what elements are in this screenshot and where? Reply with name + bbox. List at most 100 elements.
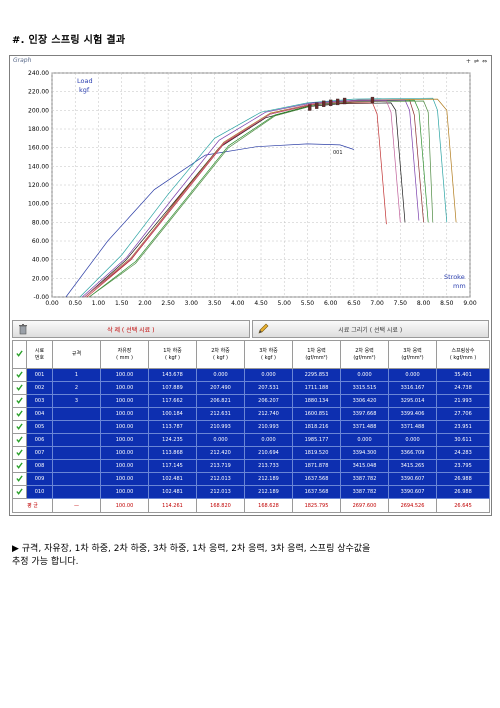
table-cell: 107.889 (148, 381, 197, 395)
table-cell: 002 (26, 381, 53, 395)
average-cell: 2697.600 (340, 498, 389, 513)
average-cell: — (52, 498, 101, 513)
table-cell: 100.00 (100, 407, 149, 421)
y-tick-label: 220.00 (28, 89, 49, 96)
delete-selected-button[interactable]: 삭 제 ( 선택 시료 ) (12, 320, 250, 338)
table-cell: 206.821 (196, 394, 245, 408)
table-row[interactable]: 001 1 100.00 143.678 0.000 0.000 2295.853 0.000… (12, 368, 490, 382)
header-load-3: 3차 하중 ( kgf ) (244, 340, 293, 369)
table-cell: 1818.216 (292, 420, 341, 434)
check-icon (16, 422, 23, 430)
average-cell: 1825.795 (292, 498, 341, 513)
table-cell: 102.481 (148, 485, 197, 499)
row-select-check[interactable] (12, 368, 27, 382)
table-cell: 3387.782 (340, 485, 389, 499)
table-cell: 005 (26, 420, 53, 434)
row-select-check[interactable] (12, 381, 27, 395)
x-tick-label: 3.50 (208, 300, 222, 307)
table-cell: 0.000 (244, 433, 293, 447)
check-icon (16, 487, 23, 495)
row-select-check[interactable] (12, 459, 27, 473)
row-select-check[interactable] (12, 485, 27, 499)
table-cell: 2 (52, 381, 101, 395)
table-cell: 30.611 (436, 433, 490, 447)
y-tick-label: 240.00 (28, 70, 49, 77)
table-cell: 212.420 (196, 446, 245, 460)
draw-selected-button[interactable]: 시료 그리기 ( 선택 시료 ) (251, 320, 489, 338)
x-tick-label: 6.00 (324, 300, 338, 307)
load-stroke-chart: 240.00 220.00 200.00 180.00 160.00 140.00 120.… (28, 70, 477, 307)
zoom-in-icon[interactable]: + (465, 58, 471, 65)
fit-icon[interactable]: ⇔ (481, 58, 487, 65)
data-point-marker (308, 104, 312, 111)
y-axis-unit-label: Load (77, 77, 93, 85)
table-cell: 3295.014 (388, 394, 437, 408)
table-cell: 3371.488 (388, 420, 437, 434)
table-cell: 210.694 (244, 446, 293, 460)
header-spec: 규격 (52, 340, 101, 369)
select-all-check[interactable] (12, 340, 27, 369)
x-tick-label: 5.00 (278, 300, 292, 307)
table-cell: 27.706 (436, 407, 490, 421)
table-cell: 100.00 (100, 459, 149, 473)
y-tick-label: 60.00 (32, 238, 49, 245)
table-cell (52, 446, 101, 460)
graph-area: 240.00 220.00 200.00 180.00 160.00 140.00 120.… (10, 56, 491, 318)
table-cell: 3306.420 (340, 394, 389, 408)
table-row[interactable]: 010 100.00 102.481 212.013 212.189 1637.568 33… (12, 485, 490, 499)
table-cell: 0.000 (196, 368, 245, 382)
table-cell: 21.993 (436, 394, 490, 408)
table-row[interactable]: 005 100.00 113.787 210.993 210.993 1818.216 33… (12, 420, 490, 434)
row-select-check[interactable] (12, 472, 27, 486)
series-marker-label: 001 (333, 150, 343, 156)
table-row[interactable]: 009 100.00 102.481 212.013 212.189 1637.568 33… (12, 472, 490, 486)
table-cell: 0.000 (388, 433, 437, 447)
row-select-check[interactable] (12, 433, 27, 447)
table-cell: 3390.607 (388, 485, 437, 499)
table-cell: 1871.878 (292, 459, 341, 473)
action-bar: 삭 제 ( 선택 시료 ) 시료 그리기 ( 선택 시료 ) (12, 320, 489, 338)
table-cell: 008 (26, 459, 53, 473)
row-select-check[interactable] (12, 420, 27, 434)
row-select-check[interactable] (12, 394, 27, 408)
table-cell: 100.00 (100, 446, 149, 460)
summary-note: ▶ 규격, 자유장, 1차 하중, 2차 하중, 3차 하중, 1차 응력, 2… (12, 543, 482, 569)
header-spring-constant: 스프링상수 ( kgf/mm ) (436, 340, 490, 369)
table-row[interactable]: 008 100.00 117.145 213.719 213.733 1871.878 34… (12, 459, 490, 473)
y-tick-label: 80.00 (32, 219, 49, 226)
trash-icon (19, 324, 27, 335)
x-tick-label: 5.50 (301, 300, 315, 307)
results-table: 시료 번호 규격 자유장 ( mm ) 1차 하중 ( kgf ) 2차 하중 … (12, 340, 490, 513)
table-cell: 26.988 (436, 485, 490, 499)
table-row[interactable]: 007 100.00 113.868 212.420 210.694 1819.520 33… (12, 446, 490, 460)
header-load-1: 1차 하중 ( kgf ) (148, 340, 197, 369)
delete-button-label: 삭 제 ( 선택 시료 ) (107, 326, 155, 334)
row-select-check[interactable] (12, 446, 27, 460)
table-cell: 100.184 (148, 407, 197, 421)
table-cell: 212.740 (244, 407, 293, 421)
x-tick-label: 1.50 (115, 300, 129, 307)
table-row[interactable]: 006 100.00 124.235 0.000 0.000 1985.177 0.000 0… (12, 433, 490, 447)
series-line-4 (79, 97, 448, 298)
table-cell: 23.795 (436, 459, 490, 473)
table-cell: 206.207 (244, 394, 293, 408)
table-cell: 213.733 (244, 459, 293, 473)
y-tick-label: 140.00 (28, 163, 49, 170)
table-cell: 0.000 (196, 433, 245, 447)
check-icon (16, 409, 23, 417)
table-cell: 212.631 (196, 407, 245, 421)
table-cell: 26.988 (436, 472, 490, 486)
x-tick-label: 8.00 (417, 300, 431, 307)
row-select-check[interactable] (12, 407, 27, 421)
header-free-length: 자유장 ( mm ) (100, 340, 149, 369)
table-cell: 0.000 (388, 368, 437, 382)
table-row[interactable]: 003 3 100.00 117.662 206.821 206.207 1880.134 3… (12, 394, 490, 408)
y-axis-unit-text: kgf (79, 86, 90, 94)
table-row[interactable]: 004 100.00 100.184 212.631 212.740 1600.851 33… (12, 407, 490, 421)
pan-icon[interactable]: ⇌ (473, 58, 479, 65)
table-cell: 0.000 (244, 368, 293, 382)
test-result-panel: 240.00 220.00 200.00 180.00 160.00 140.00 120.… (9, 55, 492, 516)
data-point-marker (329, 99, 333, 107)
data-point-marker (370, 96, 375, 104)
table-row[interactable]: 002 2 100.00 107.889 207.490 207.531 1711.188 3… (12, 381, 490, 395)
